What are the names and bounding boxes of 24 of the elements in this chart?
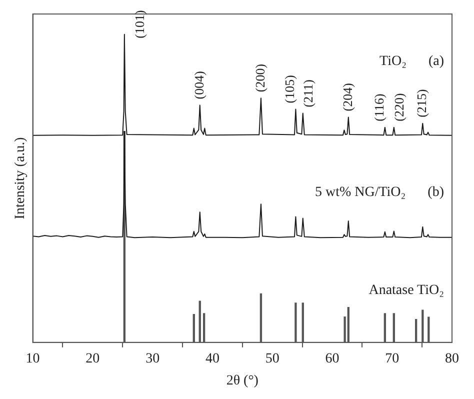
annotation: (204): [340, 83, 355, 112]
x-axis-title: 2θ (°): [226, 373, 259, 388]
annotation: (004): [191, 71, 206, 100]
annotation: (101): [132, 10, 147, 38]
annotation: (b): [428, 185, 444, 200]
x-tick-label: 10: [26, 351, 40, 366]
x-tick-label: 40: [205, 351, 220, 366]
x-tick-label: 80: [445, 351, 459, 366]
x-tick-label: 30: [146, 351, 160, 366]
annotation: TiO₂: [380, 54, 407, 70]
annotation: (116): [371, 94, 386, 122]
x-tick-label: 50: [265, 351, 280, 366]
annotation: (215): [414, 89, 430, 118]
annotation: (211): [300, 80, 316, 108]
annotation: Anatase TiO₂: [368, 283, 444, 298]
annotation: (220): [391, 93, 406, 122]
annotation: (200): [252, 64, 268, 92]
annotation: 5 wt% NG/TiO₂: [314, 185, 406, 200]
annotation: (105): [282, 75, 298, 104]
x-tick-label: 70: [385, 351, 400, 366]
x-tick-label: 20: [86, 351, 100, 366]
y-axis-title: Intensity (a.u.): [13, 136, 28, 220]
annotation: (a): [428, 54, 444, 70]
x-tick-label: 60: [325, 351, 340, 366]
